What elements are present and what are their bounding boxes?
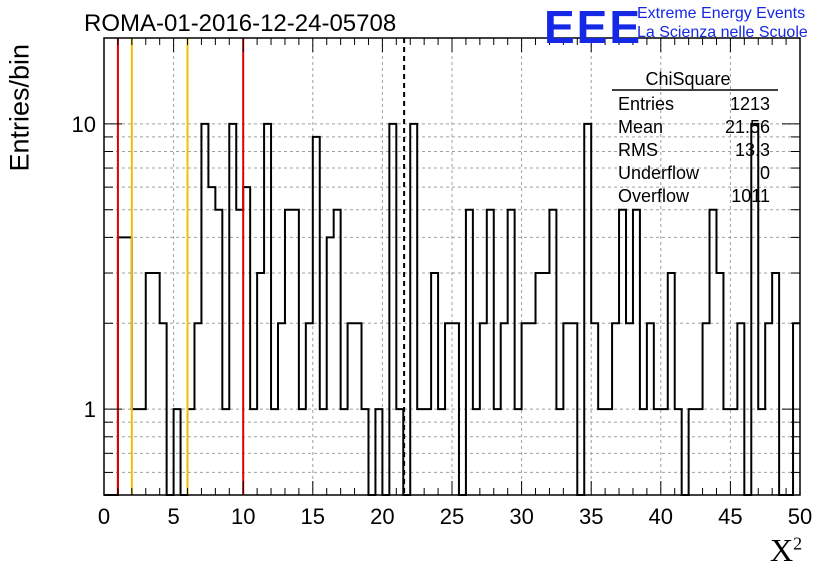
x-tick-label: 10 [231, 504, 255, 529]
histogram-steps [104, 122, 800, 496]
x-axis-label: X2 [770, 532, 803, 568]
x-tick-label: 0 [98, 504, 110, 529]
stats-label-mean: Mean [618, 117, 663, 137]
y-tick-label: 1 [84, 397, 96, 422]
x-tick-label: 50 [788, 504, 812, 529]
stats-value-mean: 21.56 [725, 117, 770, 137]
chart-title: ROMA-01-2016-12-24-05708 [84, 10, 397, 37]
x-tick-label: 35 [579, 504, 603, 529]
x-tick-label: 30 [509, 504, 533, 529]
x-tick-label: 15 [301, 504, 325, 529]
stats-label-underflow: Underflow [618, 163, 700, 183]
y-tick-label: 10 [72, 112, 96, 137]
stats-value-entries: 1213 [730, 94, 770, 114]
x-tick-label: 40 [649, 504, 673, 529]
x-tick-label: 20 [370, 504, 394, 529]
stats-value-underflow: 0 [760, 163, 770, 183]
y-axis-label: Entries/bin [4, 43, 35, 172]
stats-label-rms: RMS [618, 140, 658, 160]
logo-line-1: Extreme Energy Events [637, 5, 806, 22]
logo-caption: Extreme Energy Events La Scienza nelle S… [637, 4, 808, 42]
stats-value-rms: 13.3 [735, 140, 770, 160]
x-tick-label: 5 [167, 504, 179, 529]
stats-label-overflow: Overflow [618, 186, 690, 206]
stats-label-entries: Entries [618, 94, 674, 114]
eee-logo: EEE [544, 1, 643, 53]
x-tick-label: 45 [718, 504, 742, 529]
x-tick-label: 25 [440, 504, 464, 529]
stats-value-overflow: 1011 [731, 186, 770, 206]
stats-title: ChiSquare [645, 69, 730, 89]
logo-line-2: La Scienza nelle Scuole [637, 24, 808, 41]
